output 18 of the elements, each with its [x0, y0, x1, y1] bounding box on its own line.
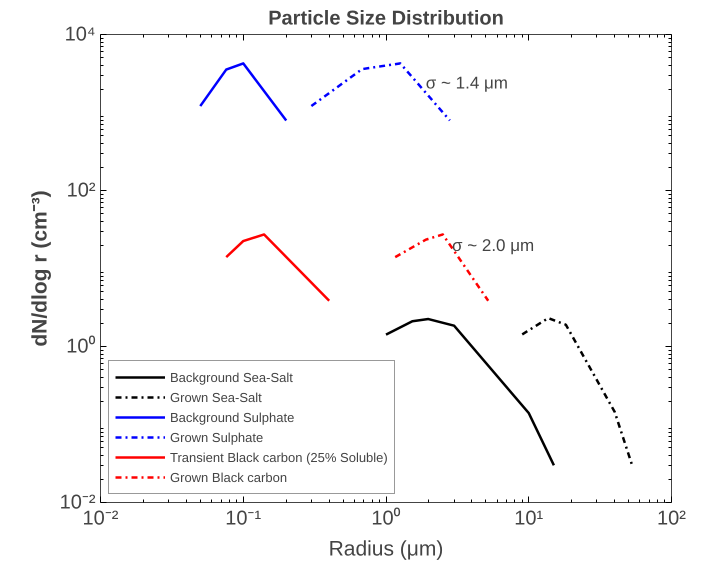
legend-label: Background Sulphate: [170, 409, 294, 425]
x-tick-label: 10⁰: [371, 506, 401, 530]
y-axis-title: dN/dlog r (cm⁻³): [28, 190, 52, 347]
legend-label: Grown Sea-Salt: [170, 389, 262, 405]
x-tick-label: 10⁻¹: [225, 508, 262, 530]
legend-label: Background Sea-Salt: [170, 369, 293, 385]
x-tick-label: 10²: [657, 508, 686, 530]
legend-label: Grown Sulphate: [170, 429, 264, 445]
y-tick-label: 10⁰: [66, 334, 96, 358]
y-tick-label: 10⁴: [64, 24, 96, 46]
chart-title: Particle Size Distribution: [268, 8, 504, 30]
annotation: σ ~ 2.0 μm: [452, 236, 534, 255]
x-tick-label: 10¹: [514, 508, 544, 530]
legend-label: Transient Black carbon (25% Soluble): [170, 449, 388, 465]
y-tick-label: 10²: [66, 180, 96, 202]
annotation: σ ~ 1.4 μm: [426, 74, 508, 93]
legend-label: Grown Black carbon: [170, 469, 288, 485]
x-axis-title: Radius (μm): [328, 538, 444, 560]
